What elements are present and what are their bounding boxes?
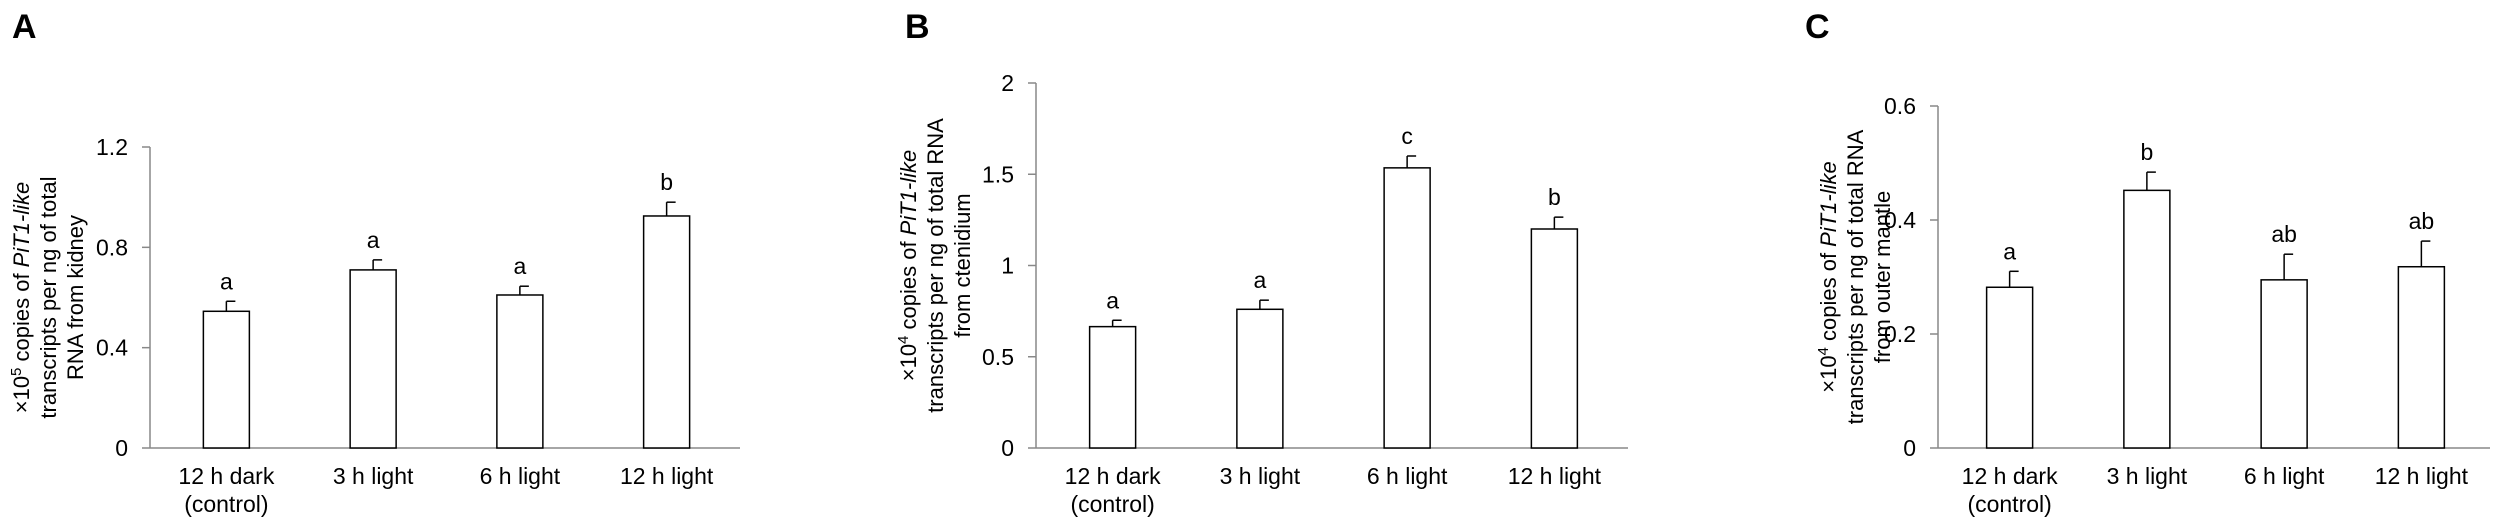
bar [1383, 167, 1431, 449]
bar [1985, 286, 2034, 449]
panel-label: C [1805, 8, 1830, 46]
significance-letter: b [660, 169, 673, 195]
y-axis-label-part: copies of [9, 267, 34, 367]
y-axis-label: ×105 copies of PiT1-liketranscripts per … [8, 176, 88, 418]
significance-letter: c [1401, 123, 1413, 149]
x-tick-label-line: 6 h light [480, 463, 561, 489]
chart-panel-a: A 0 0.4 0.8 1.2 ×105 copies of PiT1-liketrans… [8, 8, 740, 517]
y-tick-label: 0.4 [1884, 207, 1916, 233]
x-tick-label: 3 h light [1220, 463, 1301, 489]
y-tick-label: 0.4 [96, 335, 128, 361]
bar [2397, 265, 2446, 449]
significance-letter: b [1548, 184, 1561, 210]
bar [202, 310, 251, 449]
y-axis-label: ×104 copies of PiT1-liketranscripts per … [895, 118, 975, 413]
x-tick-label-line: 3 h light [333, 463, 414, 489]
x-tick-label-line: 6 h light [1367, 463, 1448, 489]
significance-letter: b [2140, 139, 2153, 165]
bar [1236, 308, 1284, 449]
y-tick-label: 0 [115, 435, 128, 461]
y-tick-label: 0.6 [1884, 93, 1916, 119]
x-tick-label: 12 h light [1508, 463, 1602, 489]
x-tick-label-line: 12 h dark [178, 463, 274, 489]
significance-letter: ab [2409, 208, 2435, 234]
x-tick-label-line: 12 h light [620, 463, 714, 489]
x-tick-label-line: 3 h light [2107, 463, 2188, 489]
chart-panel-b: B 0 0.5 1 1.5 2 ×104 copies of PiT1-liketransc… [895, 8, 1628, 517]
y-axis-label-part: transcripts per ng of total [36, 176, 61, 418]
x-tick-label: 12 h dark (control) [1065, 463, 1161, 517]
y-axis-label-part: ×10 [896, 344, 921, 381]
significance-letter: a [220, 268, 233, 294]
x-tick-label-line: 12 h dark [1962, 463, 2058, 489]
x-tick-label-line: (control) [1070, 491, 1154, 517]
panel-label: B [905, 8, 930, 46]
x-tick-label-line: (control) [1967, 491, 2051, 517]
x-tick-label-line: 3 h light [1220, 463, 1301, 489]
x-tick-label: 3 h light [2107, 463, 2188, 489]
y-axis-label-part: RNA from kidney [63, 215, 88, 380]
x-tick-label: 12 h dark (control) [1962, 463, 2058, 517]
bar [2123, 189, 2171, 449]
significance-letter: a [513, 253, 526, 279]
x-tick-label-line: (control) [184, 491, 268, 517]
bar [2260, 279, 2308, 449]
x-tick-label: 6 h light [2244, 463, 2325, 489]
x-tick-label-line: 6 h light [2244, 463, 2325, 489]
panel-label: A [12, 8, 37, 46]
y-axis-label-part: 5 [8, 368, 25, 376]
y-axis-label-part: ×10 [1816, 355, 1841, 392]
y-axis-label-part: from outer mantle [1870, 191, 1895, 363]
bar [1088, 325, 1137, 449]
x-tick-label: 3 h light [333, 463, 414, 489]
x-tick-label-line: 12 h light [1508, 463, 1602, 489]
y-axis-label-part: transcripts per ng of total RNA [923, 118, 948, 413]
x-tick-label: 12 h dark (control) [178, 463, 274, 517]
y-axis-label-part: copies of [1816, 247, 1841, 347]
significance-letter: ab [2271, 221, 2297, 247]
x-tick-label-line: 12 h light [2375, 463, 2469, 489]
y-axis-label-part: 4 [1815, 347, 1832, 355]
y-tick-label: 1.5 [982, 161, 1014, 187]
x-tick-label-line: 12 h dark [1065, 463, 1161, 489]
y-tick-label: 0.5 [982, 344, 1014, 370]
x-tick-label: 12 h light [620, 463, 714, 489]
significance-letter: a [1106, 287, 1119, 313]
y-tick-label: 1 [1001, 253, 1014, 279]
y-axis-label-part: ×10 [9, 376, 34, 413]
y-tick-label: 0 [1001, 435, 1014, 461]
y-tick-label: 0.2 [1884, 321, 1916, 347]
bar [349, 269, 397, 449]
chart-panel-c: C 0 0.2 0.4 0.6 ×104 copies of PiT1-liketrans… [1805, 8, 2490, 517]
bar [1530, 228, 1579, 449]
y-tick-label: 2 [1001, 70, 1014, 96]
y-axis-label-part: from ctenidium [950, 193, 975, 337]
y-axis-label-part: PiT1-like [9, 182, 34, 268]
y-tick-label: 0.8 [96, 234, 128, 260]
x-tick-label: 6 h light [480, 463, 561, 489]
y-axis-label-part: copies of [896, 235, 921, 335]
significance-letter: a [367, 227, 380, 253]
significance-letter: a [1253, 267, 1266, 293]
bar [642, 215, 691, 449]
y-axis-label-part: PiT1-like [896, 150, 921, 236]
bar [496, 294, 544, 449]
y-tick-label: 0 [1903, 435, 1916, 461]
x-tick-label: 12 h light [2375, 463, 2469, 489]
y-axis-label-part: transcripts per ng of total RNA [1843, 129, 1868, 424]
y-axis-label: ×104 copies of PiT1-liketranscripts per … [1815, 129, 1895, 424]
significance-letter: a [2003, 238, 2016, 264]
y-axis-label-part: PiT1-like [1816, 161, 1841, 247]
x-tick-label: 6 h light [1367, 463, 1448, 489]
y-axis-label-part: 4 [895, 336, 912, 344]
y-tick-label: 1.2 [96, 134, 128, 160]
